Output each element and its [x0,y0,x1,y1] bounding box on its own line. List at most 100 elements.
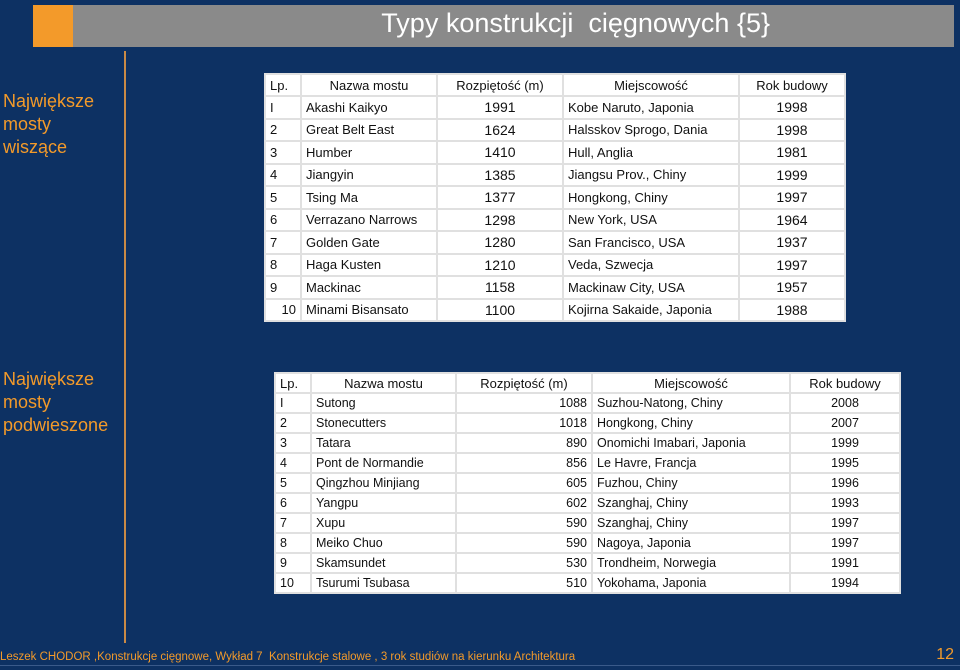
cell-year: 1937 [738,230,846,255]
cell-lp: I [274,392,312,414]
header-span: Rozpiętość (m) [436,73,564,97]
cell-bridge-name: Tsurumi Tsubasa [310,572,457,594]
cell-year: 1994 [789,572,901,594]
cell-lp: 5 [264,185,302,210]
cell-bridge-name: Jiangyin [300,162,438,187]
header-year: Rok budowy [738,73,846,97]
cell-year: 1995 [789,452,901,474]
cell-lp: 4 [264,162,302,187]
table-row: 5 Qingzhou Minjiang 605 Fuzhou, Chiny 1996 [274,472,901,494]
section-label-line: mosty [3,114,52,134]
cell-span: 1298 [436,207,564,232]
table-row: 2 Stonecutters 1018 Hongkong, Chiny 2007 [274,412,901,434]
cell-place: Hull, Anglia [562,140,740,165]
cell-place: Nagoya, Japonia [591,532,791,554]
cell-bridge-name: Mackinac [300,275,438,300]
cell-bridge-name: Sutong [310,392,457,414]
footer-divider [0,665,960,666]
cell-lp: 2 [274,412,312,434]
table-row: I Sutong 1088 Suzhou-Natong, Chiny 2008 [274,392,901,414]
table-row: 5 Tsing Ma 1377 Hongkong, Chiny 1997 [264,185,846,210]
slide-title: Typy konstrukcji cięgnowych {5} [381,8,770,38]
table-row: 4 Pont de Normandie 856 Le Havre, Francja 19… [274,452,901,474]
cell-span: 605 [455,472,593,494]
cell-span: 590 [455,532,593,554]
cell-bridge-name: Akashi Kaikyo [300,95,438,120]
cell-year: 1998 [738,95,846,120]
cell-year: 1999 [789,432,901,454]
table-row: I Akashi Kaikyo 1991 Kobe Naruto, Japonia 19… [264,95,846,120]
table-row: 3 Tatara 890 Onomichi Imabari, Japonia 1999 [274,432,901,454]
cell-span: 856 [455,452,593,474]
cell-year: 1997 [789,532,901,554]
cell-lp: 10 [264,297,302,322]
title-bar [33,5,954,47]
cell-span: 1018 [455,412,593,434]
cell-lp: 9 [264,275,302,300]
cell-lp: 9 [274,552,312,574]
cell-year: 1997 [738,185,846,210]
cell-place: Kojirna Sakaide, Japonia [562,297,740,322]
cell-lp: 3 [264,140,302,165]
table-row: 10 Minami Bisansato 1100 Kojirna Sakaide, J… [264,297,846,322]
cell-year: 1988 [738,297,846,322]
cell-bridge-name: Minami Bisansato [300,297,438,322]
cell-place: Mackinaw City, USA [562,275,740,300]
cell-bridge-name: Great Belt East [300,117,438,142]
cell-place: Fuzhou, Chiny [591,472,791,494]
cell-span: 1100 [436,297,564,322]
section-label-line: mosty [3,392,52,412]
cable-stayed-bridges-table: Lp. Nazwa mostu Rozpiętość (m) Miejscowo… [274,372,901,594]
cell-span: 1280 [436,230,564,255]
cell-span: 1624 [436,117,564,142]
cell-year: 2007 [789,412,901,434]
cell-place: Trondheim, Norwegia [591,552,791,574]
section-label-suspension: Największe mosty wiszące [3,90,118,159]
cell-year: 1998 [738,117,846,142]
cell-bridge-name: Xupu [310,512,457,534]
cell-span: 1410 [436,140,564,165]
cell-lp: 8 [274,532,312,554]
title-accent-square [33,5,73,47]
header-lp: Lp. [264,73,302,97]
cell-bridge-name: Haga Kusten [300,252,438,277]
table-row: 9 Mackinac 1158 Mackinaw City, USA 1957 [264,275,846,300]
cell-lp: 5 [274,472,312,494]
cell-lp: 3 [274,432,312,454]
cell-span: 510 [455,572,593,594]
header-year: Rok budowy [789,372,901,394]
cell-place: Jiangsu Prov., Chiny [562,162,740,187]
cell-bridge-name: Tsing Ma [300,185,438,210]
table-row: 9 Skamsundet 530 Trondheim, Norwegia 1991 [274,552,901,574]
cell-bridge-name: Verrazano Narrows [300,207,438,232]
cell-year: 1999 [738,162,846,187]
cell-lp: 4 [274,452,312,474]
cell-place: Hongkong, Chiny [562,185,740,210]
cell-place: Le Havre, Francja [591,452,791,474]
cell-year: 1996 [789,472,901,494]
table-row: 7 Golden Gate 1280 San Francisco, USA 1937 [264,230,846,255]
cell-year: 1957 [738,275,846,300]
slide-footer: Leszek CHODOR ,Konstrukcje cięgnowe, Wyk… [0,651,576,663]
header-place: Miejscowość [591,372,791,394]
cell-place: Szanghaj, Chiny [591,512,791,534]
cell-span: 1377 [436,185,564,210]
cell-span: 1991 [436,95,564,120]
header-span: Rozpiętość (m) [455,372,593,394]
cell-bridge-name: Pont de Normandie [310,452,457,474]
cell-bridge-name: Meiko Chuo [310,532,457,554]
table-row: 2 Great Belt East 1624 Halsskov Sprogo, Dan… [264,117,846,142]
cell-place: Onomichi Imabari, Japonia [591,432,791,454]
cell-place: Halsskov Sprogo, Dania [562,117,740,142]
cell-place: Szanghaj, Chiny [591,492,791,514]
table-row: 4 Jiangyin 1385 Jiangsu Prov., Chiny 1999 [264,162,846,187]
cell-lp: 10 [274,572,312,594]
table-row: 6 Verrazano Narrows 1298 New York, USA 1964 [264,207,846,232]
cell-span: 1210 [436,252,564,277]
cell-place: Suzhou-Natong, Chiny [591,392,791,414]
cell-lp: I [264,95,302,120]
cell-lp: 2 [264,117,302,142]
header-name: Nazwa mostu [310,372,457,394]
table-header-row: Lp. Nazwa mostu Rozpiętość (m) Miejscowo… [264,73,846,97]
cell-bridge-name: Yangpu [310,492,457,514]
